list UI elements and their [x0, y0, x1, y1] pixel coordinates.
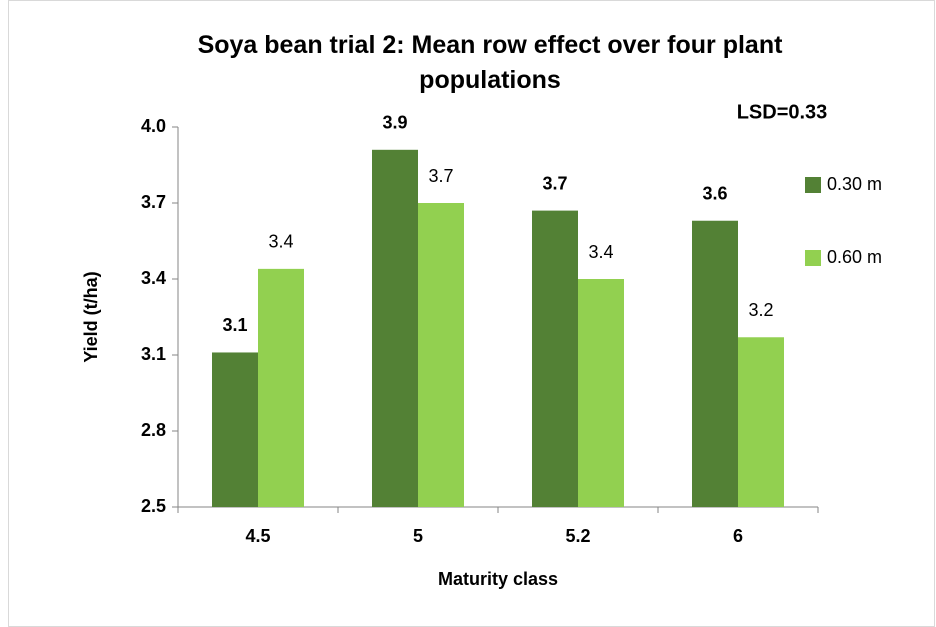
- y-tick-label: 2.8: [141, 420, 166, 440]
- value-label: 3.7: [542, 173, 567, 193]
- x-tick-label: 6: [733, 526, 743, 546]
- x-axis-label: Maturity class: [438, 569, 558, 589]
- value-label: 3.1: [222, 315, 247, 335]
- y-tick-label: 2.5: [141, 496, 166, 516]
- chart-title: Soya bean trial 2: Mean row effect over …: [197, 31, 783, 94]
- value-label: 3.4: [268, 232, 293, 252]
- bar: [372, 149, 418, 508]
- x-tick-label: 5.2: [565, 526, 590, 546]
- value-label: 3.2: [748, 300, 773, 320]
- x-tick-label: 5: [413, 526, 423, 546]
- bar: [212, 352, 258, 507]
- legend-label: 0.30 m: [827, 174, 882, 194]
- bar: [418, 203, 464, 507]
- bar: [738, 337, 784, 507]
- y-tick-label: 3.7: [141, 192, 166, 212]
- value-label: 3.6: [702, 183, 727, 203]
- bar: [258, 268, 304, 507]
- y-tick-label: 3.4: [141, 268, 166, 288]
- x-tick-label: 4.5: [245, 526, 270, 546]
- bar: [692, 220, 738, 507]
- bar: [532, 210, 578, 507]
- legend-swatch: [805, 250, 821, 266]
- value-label: 3.9: [382, 113, 407, 133]
- annotation: LSD=0.33: [737, 101, 828, 123]
- value-label: 3.4: [588, 242, 613, 262]
- legend-swatch: [805, 177, 821, 193]
- legend-label: 0.60 m: [827, 247, 882, 267]
- y-axis-label: Yield (t/ha): [81, 271, 101, 362]
- value-label: 3.7: [428, 166, 453, 186]
- y-tick-label: 4.0: [141, 116, 166, 136]
- y-tick-label: 3.1: [141, 344, 166, 364]
- bar: [578, 279, 624, 507]
